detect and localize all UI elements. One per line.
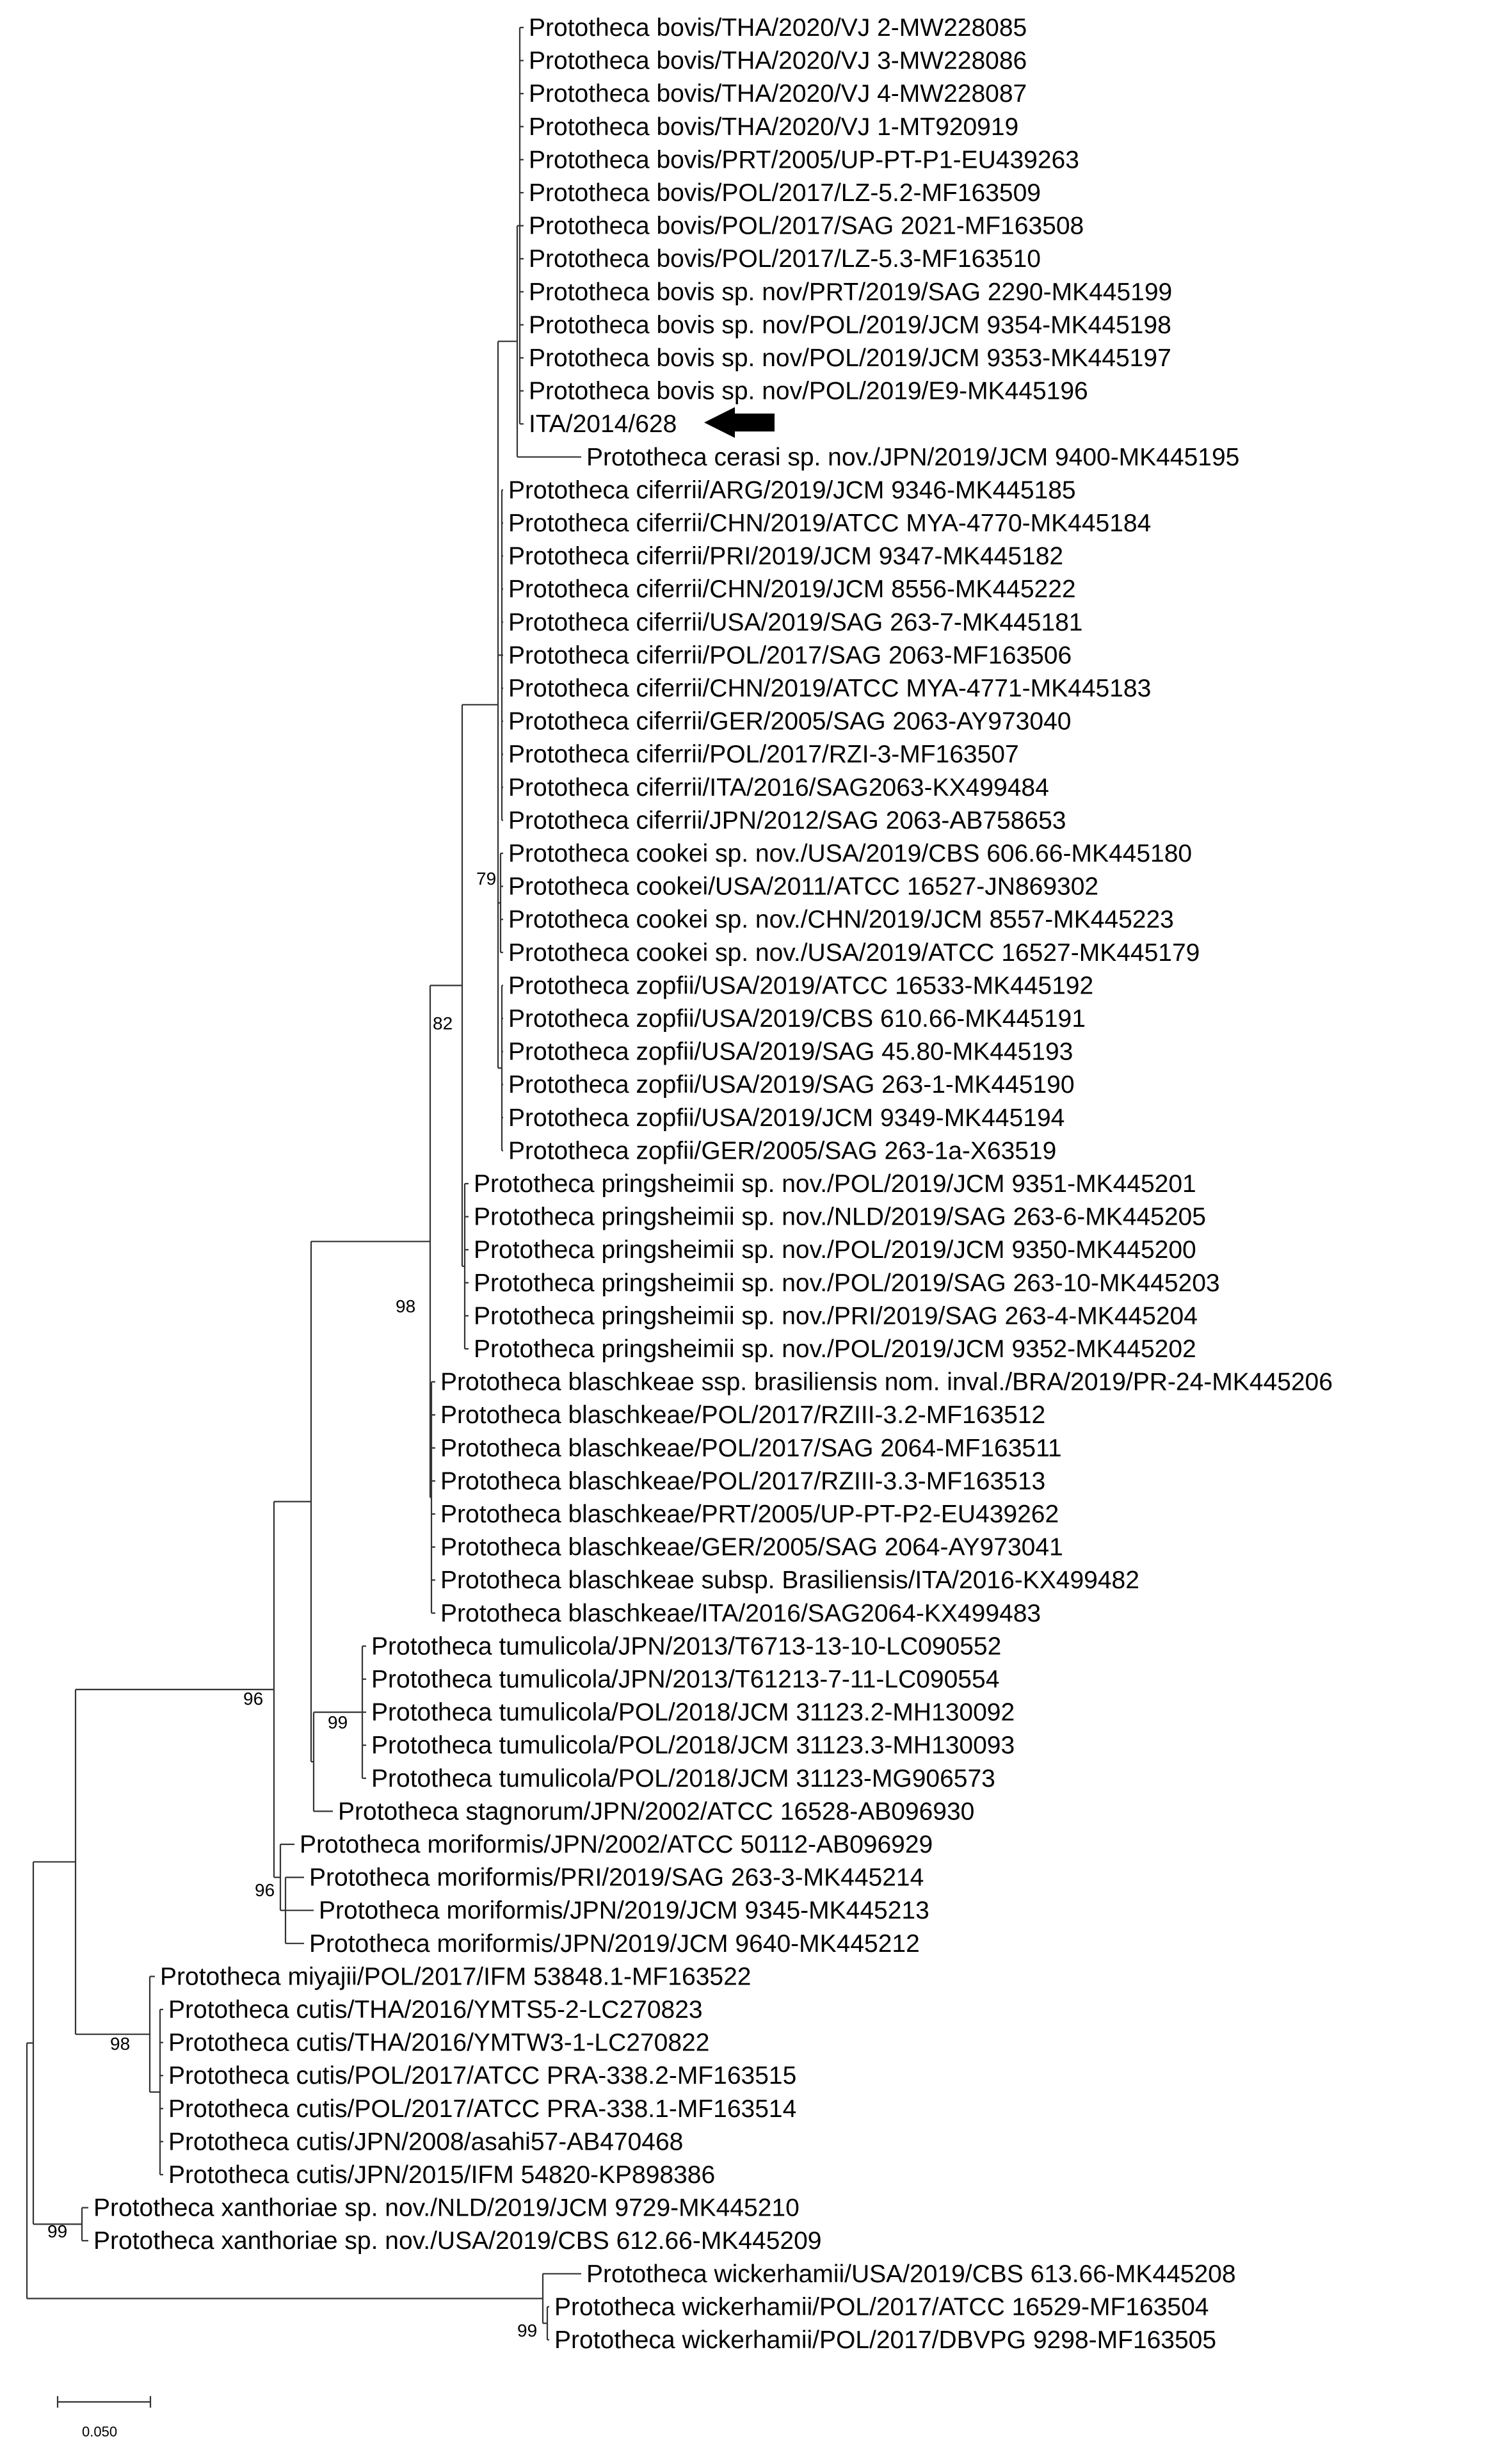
leaf-label: Prototheca pringsheimii sp. nov./POL/201… [474,1236,1196,1264]
leaf-label: Prototheca bovis/POL/2017/SAG 2021-MF163… [529,213,1084,240]
leaf-label: Prototheca zopfii/GER/2005/SAG 263-1a-X6… [508,1137,1056,1164]
leaf-label: Prototheca bovis sp. nov/POL/2019/JCM 93… [529,311,1171,339]
leaf-label: Prototheca ciferrii/JPN/2012/SAG 2063-AB… [508,807,1066,834]
leaf-label: Prototheca cutis/THA/2016/YMTW3-1-LC2708… [168,2029,709,2057]
leaf-label: Prototheca bovis sp. nov/POL/2019/JCM 93… [529,344,1171,372]
leaf-label: Prototheca blaschkeae subsp. Brasiliensi… [440,1566,1139,1594]
leaf-label: Prototheca zopfii/USA/2019/SAG 45.80-MK4… [508,1038,1073,1066]
leaf-label: Prototheca pringsheimii sp. nov./POL/201… [474,1269,1220,1297]
leaf-label: Prototheca ciferrii/USA/2019/SAG 263-7-M… [508,609,1082,636]
leaf-label: Prototheca bovis/THA/2020/VJ 1-MT920919 [529,113,1018,141]
leaf-label: Prototheca zopfii/USA/2019/CBS 610.66-MK… [508,1005,1086,1033]
bootstrap-value: 82 [433,1013,453,1033]
leaf-label: Prototheca blaschkeae ssp. brasiliensis … [440,1369,1333,1396]
leaf-label: Prototheca miyajii/POL/2017/IFM 53848.1-… [160,1963,752,1990]
leaf-label: Prototheca cutis/POL/2017/ATCC PRA-338.1… [168,2095,796,2123]
leaf-label: Prototheca zopfii/USA/2019/SAG 263-1-MK4… [508,1071,1075,1099]
leaf-label: Prototheca ciferrii/CHN/2019/ATCC MYA-47… [508,675,1151,702]
leaf-label: Prototheca bovis sp. nov/POL/2019/E9-MK4… [529,378,1088,405]
leaf-label: Prototheca blaschkeae/GER/2005/SAG 2064-… [440,1534,1063,1561]
leaf-label: Prototheca ciferrii/CHN/2019/ATCC MYA-47… [508,510,1151,537]
leaf-label: Prototheca tumulicola/POL/2018/JCM 31123… [371,1765,995,1792]
leaf-label: Prototheca cutis/JPN/2008/asahi57-AB4704… [168,2128,683,2155]
bootstrap-value: 99 [328,1712,348,1732]
leaf-label: Prototheca ciferrii/POL/2017/RZI-3-MF163… [508,741,1019,768]
leaf-label: Prototheca tumulicola/POL/2018/JCM 31123… [371,1732,1015,1759]
leaf-label: Prototheca cutis/POL/2017/ATCC PRA-338.2… [168,2062,796,2090]
leaf-label: Prototheca xanthoriae sp. nov./USA/2019/… [93,2227,822,2255]
leaf-label: Prototheca moriformis/PRI/2019/SAG 263-3… [309,1864,924,1892]
leaf-label: Prototheca blaschkeae/POL/2017/RZIII-3.2… [440,1401,1045,1429]
leaf-label: Prototheca ciferrii/GER/2005/SAG 2063-AY… [508,708,1071,736]
leaf-label: Prototheca wickerhamii/USA/2019/CBS 613.… [586,2260,1236,2288]
leaf-label: Prototheca cookei sp. nov./USA/2019/ATCC… [508,939,1200,967]
leaf-label: Prototheca cookei sp. nov./CHN/2019/JCM … [508,906,1174,933]
leaf-label: Prototheca cookei sp. nov./USA/2019/CBS … [508,840,1192,867]
leaf-label: Prototheca bovis/POL/2017/LZ-5.3-MF16351… [529,245,1041,273]
leaf-label: Prototheca ciferrii/ITA/2016/SAG2063-KX4… [508,774,1049,801]
leaf-label: Prototheca bovis/PRT/2005/UP-PT-P1-EU439… [529,146,1079,173]
leaf-label: Prototheca cookei/USA/2011/ATCC 16527-JN… [508,873,1098,901]
leaf-label: Prototheca ciferrii/ARG/2019/JCM 9346-MK… [508,476,1076,504]
leaf-label: Prototheca moriformis/JPN/2019/JCM 9640-… [309,1930,920,1958]
leaf-label: Prototheca ciferrii/PRI/2019/JCM 9347-MK… [508,543,1063,570]
bootstrap-value: 98 [110,2034,130,2054]
leaf-label: Prototheca bovis/POL/2017/LZ-5.2-MF16350… [529,179,1041,207]
bootstrap-values: 79 82 98 96 99 96 98 99 99 [47,869,537,2340]
leaf-label: Prototheca ciferrii/CHN/2019/JCM 8556-MK… [508,576,1076,603]
bootstrap-value: 96 [243,1689,263,1709]
leaf-label: Prototheca ciferrii/POL/2017/SAG 2063-MF… [508,641,1072,669]
leaf-label: Prototheca cerasi sp. nov./JPN/2019/JCM … [586,444,1239,471]
bootstrap-value: 98 [396,1296,415,1316]
leaf-label: Prototheca zopfii/USA/2019/JCM 9349-MK44… [508,1104,1065,1132]
leaf-label: Prototheca blaschkeae/POL/2017/SAG 2064-… [440,1435,1062,1462]
leaf-label: Prototheca blaschkeae/PRT/2005/UP-PT-P2-… [440,1501,1059,1528]
leaf-label: Prototheca cutis/THA/2016/YMTS5-2-LC2708… [168,1996,703,2024]
leaf-label: Prototheca tumulicola/JPN/2013/T6713-13-… [371,1632,1001,1660]
highlight-arrow-icon [704,407,775,438]
leaf-labels: Prototheca bovis/THA/2020/VJ 2-MW228085 P… [93,14,1333,2354]
leaf-label: Prototheca zopfii/USA/2019/ATCC 16533-MK… [508,972,1093,999]
leaf-label: Prototheca pringsheimii sp. nov./NLD/201… [474,1204,1206,1231]
bootstrap-value: 79 [476,869,496,889]
leaf-label: Prototheca tumulicola/JPN/2013/T61213-7-… [371,1666,999,1693]
bootstrap-value: 99 [47,2221,67,2241]
leaf-label: Prototheca pringsheimii sp. nov./POL/201… [474,1170,1196,1198]
leaf-label: Prototheca blaschkeae/ITA/2016/SAG2064-K… [440,1600,1041,1627]
leaf-label: Prototheca bovis sp. nov/PRT/2019/SAG 22… [529,278,1172,306]
leaf-label: Prototheca cutis/JPN/2015/IFM 54820-KP89… [168,2161,715,2189]
leaf-label: Prototheca wickerhamii/POL/2017/DBVPG 92… [554,2326,1216,2354]
leaf-label: Prototheca pringsheimii sp. nov./PRI/201… [474,1302,1198,1330]
leaf-label: Prototheca xanthoriae sp. nov./NLD/2019/… [93,2194,800,2222]
leaf-label: Prototheca moriformis/JPN/2002/ATCC 5011… [300,1831,933,1858]
bootstrap-value: 99 [517,2321,537,2340]
scale-bar-label: 0.050 [82,2424,117,2440]
leaf-label: Prototheca blaschkeae/POL/2017/RZIII-3.3… [440,1467,1045,1495]
leaf-label: Prototheca bovis/THA/2020/VJ 3-MW228086 [529,47,1027,75]
leaf-label: Prototheca stagnorum/JPN/2002/ATCC 16528… [338,1798,974,1825]
leaf-label: Prototheca bovis/THA/2020/VJ 4-MW228087 [529,80,1027,108]
scale-bar: 0.050 [56,2396,152,2440]
bootstrap-value: 96 [255,1880,275,1900]
leaf-label: Prototheca bovis/THA/2020/VJ 2-MW228085 [529,14,1027,42]
leaf-label: Prototheca pringsheimii sp. nov./POL/201… [474,1335,1196,1363]
leaf-label: Prototheca moriformis/JPN/2019/JCM 9345-… [319,1897,929,1924]
highlighted-leaf-label: ITA/2014/628 [529,410,677,438]
tree-branches [26,26,581,2341]
leaf-label: Prototheca tumulicola/POL/2018/JCM 31123… [371,1699,1015,1727]
leaf-label: Prototheca wickerhamii/POL/2017/ATCC 165… [554,2293,1209,2321]
